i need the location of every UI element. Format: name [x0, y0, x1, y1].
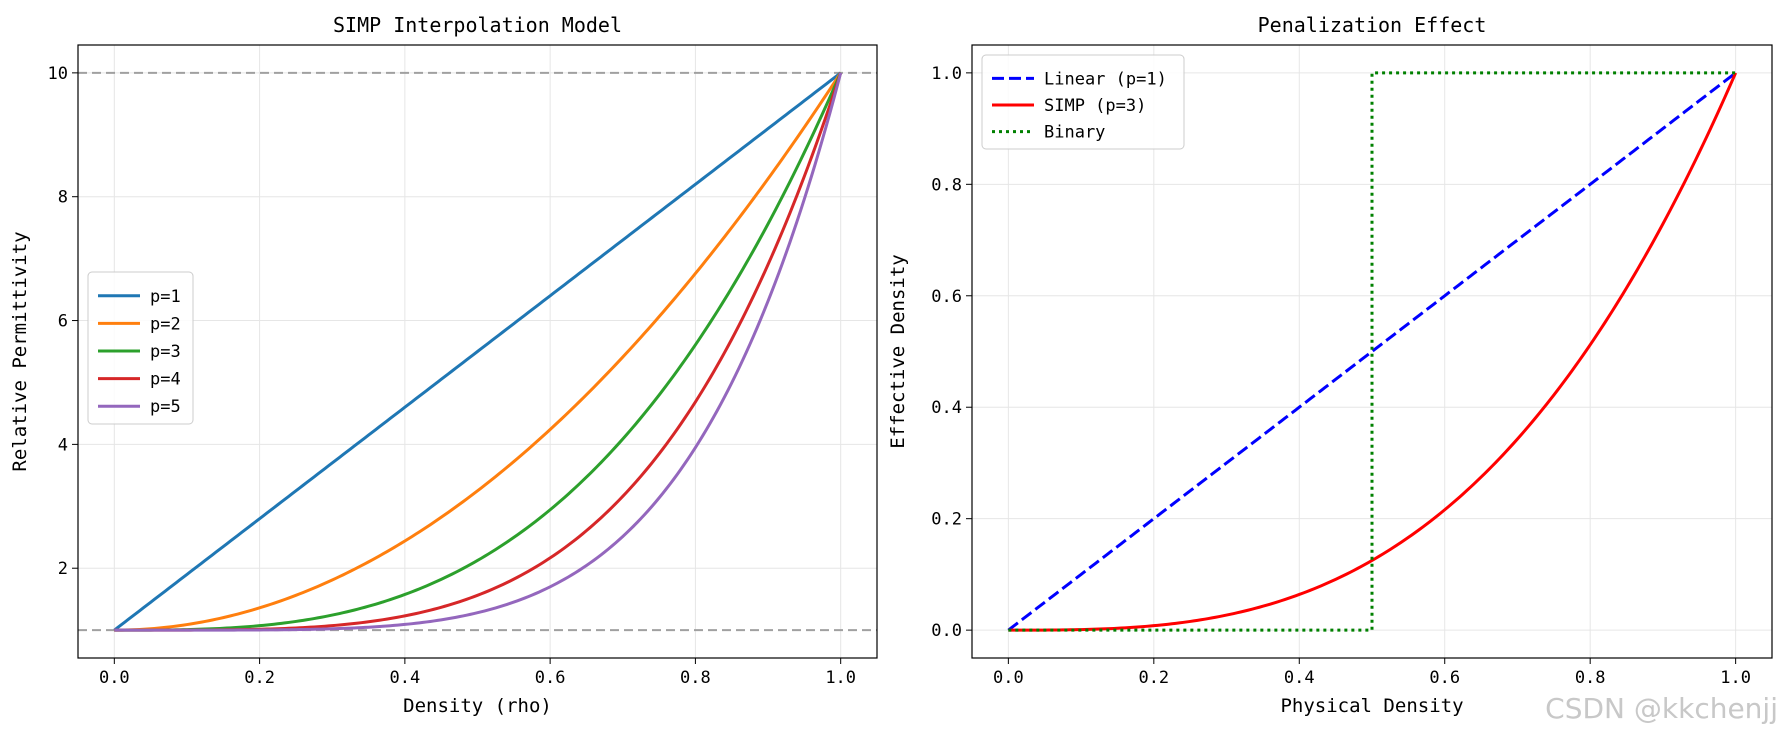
y-axis-label: Relative Permittivity	[9, 231, 31, 471]
chart-title: SIMP Interpolation Model	[333, 13, 622, 37]
legend-label: p=3	[150, 342, 181, 362]
y-tick-label: 4	[58, 435, 68, 455]
legend: Linear (p=1) SIMP (p=3) Binary	[981, 54, 1185, 150]
chart-title: Penalization Effect	[1258, 13, 1487, 37]
watermark: CSDN @kkchenjj	[1545, 692, 1778, 725]
legend-box	[87, 271, 194, 425]
series-line-p-3	[114, 72, 843, 632]
legend-label: SIMP (p=3)	[1044, 96, 1146, 116]
y-tick-label: 0.4	[931, 398, 962, 418]
x-axis-label: Physical Density	[1280, 695, 1463, 717]
y-axis-label: Effective Density	[887, 254, 909, 448]
chart-simp-interpolation: 0.0 0.2 0.4 0.6 0.8 1.0 2 4 6 8 10 SIMP Interpolati…	[9, 13, 878, 717]
x-tick-label: 0.2	[244, 668, 275, 688]
x-tick-label: 0.8	[1575, 668, 1606, 688]
x-tick-label: 1.0	[1720, 668, 1751, 688]
legend-label: p=1	[150, 287, 181, 307]
y-tick-label: 6	[58, 312, 68, 332]
legend-label: Linear (p=1)	[1044, 69, 1167, 89]
legend-label: p=5	[150, 397, 181, 417]
series-line-p-2	[114, 72, 842, 632]
series-line-simp-p-3-	[1008, 72, 1738, 632]
y-tick-label: 0.6	[931, 287, 962, 307]
x-tick-label: 0.4	[1284, 668, 1315, 688]
series-line-p-5	[114, 72, 843, 632]
y-tick-label: 0.0	[931, 621, 962, 641]
x-tick-label: 0.0	[99, 668, 130, 688]
x-tick-label: 1.0	[825, 668, 856, 688]
legend-label: p=4	[150, 370, 181, 390]
axes-frame	[971, 44, 1773, 659]
x-tick-label: 0.4	[390, 668, 421, 688]
x-tick-label: 0.8	[680, 668, 711, 688]
legend-label: p=2	[150, 314, 181, 334]
y-tick-label: 10	[48, 64, 68, 84]
x-tick-label: 0.6	[535, 668, 566, 688]
x-tick-label: 0.6	[1429, 668, 1460, 688]
y-tick-label: 1.0	[931, 64, 962, 84]
chart-penalization-effect: 0.0 0.2 0.4 0.6 0.8 1.0 0.0 0.2 0.4 0.6 0.8 1.0 Pena…	[887, 13, 1773, 717]
series-line-p-1	[113, 71, 842, 632]
axes-frame	[77, 44, 878, 659]
y-tick-label: 8	[58, 188, 68, 208]
x-tick-label: 0.2	[1138, 668, 1169, 688]
y-tick-label: 2	[58, 559, 68, 579]
x-axis-label: Density (rho)	[403, 695, 552, 717]
legend: p=1 p=2 p=3 p=4 p=5	[87, 271, 194, 425]
y-tick-label: 0.2	[931, 510, 962, 530]
x-tick-label: 0.0	[993, 668, 1024, 688]
legend-label: Binary	[1044, 123, 1105, 143]
y-tick-label: 0.8	[931, 175, 962, 195]
